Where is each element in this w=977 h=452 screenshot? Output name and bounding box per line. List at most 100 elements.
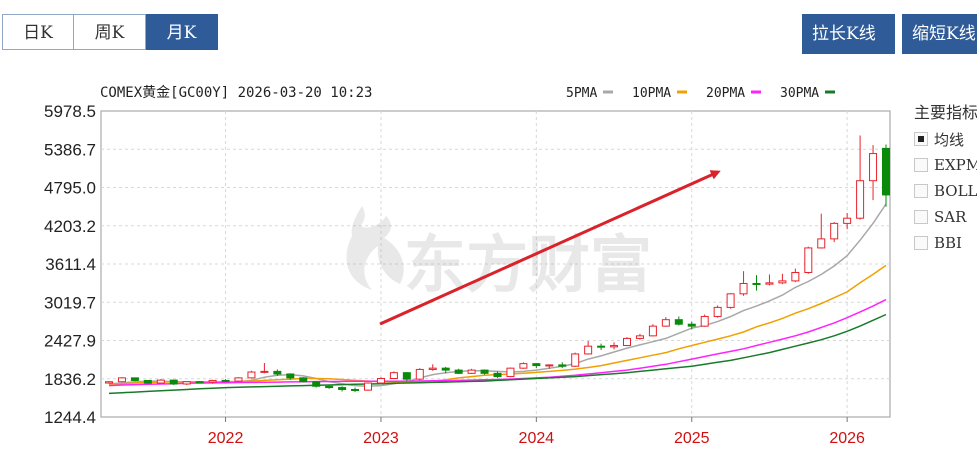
candle-body	[156, 379, 165, 384]
indicator-sar[interactable]: SAR	[914, 204, 977, 230]
candle-body	[441, 367, 450, 371]
candle	[804, 246, 813, 274]
candle	[312, 381, 321, 388]
candle	[830, 222, 839, 243]
candle-body	[635, 335, 644, 339]
x-tick-label: 2026	[829, 430, 865, 447]
chart-title: COMEX黄金[GC00Y] 2026-03-20 10:23	[100, 84, 372, 101]
tab-daily-k[interactable]: 日K	[2, 14, 74, 50]
candle-body	[545, 364, 554, 367]
indicator-bbi[interactable]: BBI	[914, 230, 977, 256]
candle-body	[169, 379, 178, 385]
candle	[700, 314, 709, 327]
tab-weekly-k[interactable]: 周K	[74, 14, 146, 50]
candle	[545, 364, 554, 369]
candle	[571, 352, 580, 367]
candle-body	[623, 337, 631, 347]
candle-body	[791, 271, 800, 282]
candle-body	[519, 363, 528, 369]
candle-body	[273, 370, 282, 375]
boll-checkbox[interactable]	[914, 184, 928, 198]
candle-body	[882, 147, 890, 196]
candle-body	[105, 381, 113, 384]
candle	[597, 343, 606, 351]
candle	[739, 271, 748, 296]
candle	[117, 377, 126, 383]
candle	[299, 377, 308, 383]
candle-body	[351, 388, 360, 391]
candle-body	[532, 363, 541, 367]
ma-checkbox[interactable]	[914, 132, 928, 146]
candle	[376, 377, 385, 384]
candle	[791, 268, 800, 283]
tab-monthly-k[interactable]: 月K	[146, 14, 218, 50]
candle-body	[752, 282, 761, 285]
candle	[428, 364, 437, 371]
candle	[687, 321, 696, 330]
candle	[364, 382, 372, 391]
candle	[169, 379, 178, 385]
candle-body	[428, 367, 437, 370]
candle	[869, 145, 878, 201]
candle	[143, 379, 152, 384]
indicator-expma[interactable]: EXPMA	[914, 152, 977, 178]
candle	[402, 372, 411, 382]
candle-body	[648, 325, 657, 337]
candle-body	[299, 377, 308, 383]
candle-body	[739, 282, 748, 295]
candle	[532, 362, 541, 369]
candle	[467, 368, 476, 374]
candle-body	[208, 379, 217, 383]
candle-body	[415, 368, 424, 380]
candle-body	[338, 387, 347, 390]
candle	[817, 213, 826, 249]
candle	[182, 381, 191, 385]
candle	[156, 379, 165, 384]
candle-body	[661, 319, 670, 327]
candle	[415, 368, 424, 381]
indicator-label: BOLL	[934, 182, 977, 200]
candle	[389, 371, 398, 380]
indicator-panel: 主要指标 均线 EXPMA BOLL SAR BBI	[914, 100, 977, 256]
candle	[480, 369, 489, 375]
indicator-label: EXPMA	[934, 156, 977, 174]
expma-checkbox[interactable]	[914, 158, 928, 172]
candle-body	[558, 364, 567, 367]
candle	[351, 387, 360, 393]
legend-label: 5PMA	[566, 86, 597, 101]
y-tick-label: 3019.7	[44, 293, 96, 312]
y-tick-label: 2427.9	[44, 332, 96, 351]
candle-body	[687, 323, 696, 327]
y-tick-label: 4203.2	[44, 217, 96, 236]
candle-body	[247, 371, 256, 379]
sar-checkbox[interactable]	[914, 210, 928, 224]
shrink-kline-button[interactable]: 缩短K线	[902, 14, 977, 54]
candle-body	[597, 345, 606, 348]
ma-legend: 5PMA 10PMA 20PMA 30PMA	[566, 86, 835, 101]
x-tick-label: 2023	[363, 430, 399, 447]
candle-body	[804, 247, 813, 273]
candle	[325, 384, 334, 389]
x-tick-label: 2024	[519, 430, 555, 447]
candle	[635, 333, 644, 340]
watermark-text: 东方财富	[404, 228, 652, 301]
candle-body	[312, 381, 321, 387]
stretch-kline-button[interactable]: 拉长K线	[802, 14, 895, 54]
candle	[519, 362, 528, 369]
candle-body	[843, 217, 852, 224]
candle	[493, 371, 502, 378]
candle-body	[389, 372, 398, 380]
indicator-title: 主要指标	[914, 103, 977, 122]
candles	[105, 135, 890, 393]
candle-body	[286, 373, 295, 379]
candle	[234, 377, 243, 382]
bbi-checkbox[interactable]	[914, 236, 928, 250]
indicator-label: 均线	[934, 130, 965, 149]
candle	[247, 370, 256, 379]
candle	[856, 135, 865, 220]
indicator-boll[interactable]: BOLL	[914, 178, 977, 204]
candle-body	[376, 378, 385, 384]
indicator-ma[interactable]: 均线	[914, 126, 977, 152]
candle-body	[610, 345, 619, 348]
candle-body	[778, 280, 787, 284]
